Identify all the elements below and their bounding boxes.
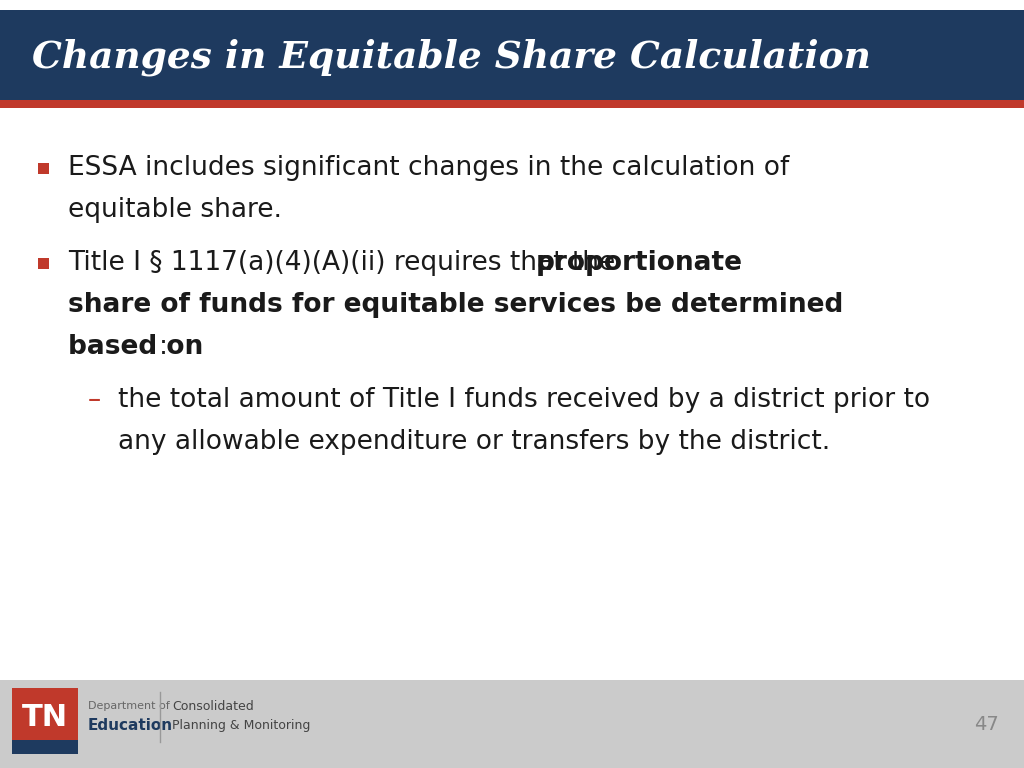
Bar xyxy=(0,680,1024,768)
Text: Planning & Monitoring: Planning & Monitoring xyxy=(172,720,310,733)
Text: Department of: Department of xyxy=(88,701,170,711)
Text: –: – xyxy=(88,387,101,413)
Bar xyxy=(0,10,1024,100)
Bar xyxy=(0,0,1024,10)
Text: based on: based on xyxy=(68,333,203,359)
Bar xyxy=(0,100,1024,108)
Text: :: : xyxy=(159,333,168,359)
Text: TN: TN xyxy=(22,703,68,731)
Text: Changes in Equitable Share Calculation: Changes in Equitable Share Calculation xyxy=(32,38,870,75)
Text: Title I § 1117(a)(4)(A)(ii) requires that the: Title I § 1117(a)(4)(A)(ii) requires tha… xyxy=(68,250,624,276)
Text: ESSA includes significant changes in the calculation of: ESSA includes significant changes in the… xyxy=(68,155,790,181)
Text: equitable share.: equitable share. xyxy=(68,197,282,223)
Text: Consolidated: Consolidated xyxy=(172,700,254,713)
Text: share of funds for equitable services be determined: share of funds for equitable services be… xyxy=(68,292,844,318)
Bar xyxy=(38,258,49,269)
Bar xyxy=(12,740,78,754)
Text: the total amount of Title I funds received by a district prior to: the total amount of Title I funds receiv… xyxy=(118,387,930,413)
Text: 47: 47 xyxy=(974,714,998,733)
Text: any allowable expenditure or transfers by the district.: any allowable expenditure or transfers b… xyxy=(118,429,830,455)
Text: proportionate: proportionate xyxy=(536,250,742,276)
Text: Education: Education xyxy=(88,719,173,733)
Bar xyxy=(12,688,78,754)
Bar xyxy=(38,163,49,174)
